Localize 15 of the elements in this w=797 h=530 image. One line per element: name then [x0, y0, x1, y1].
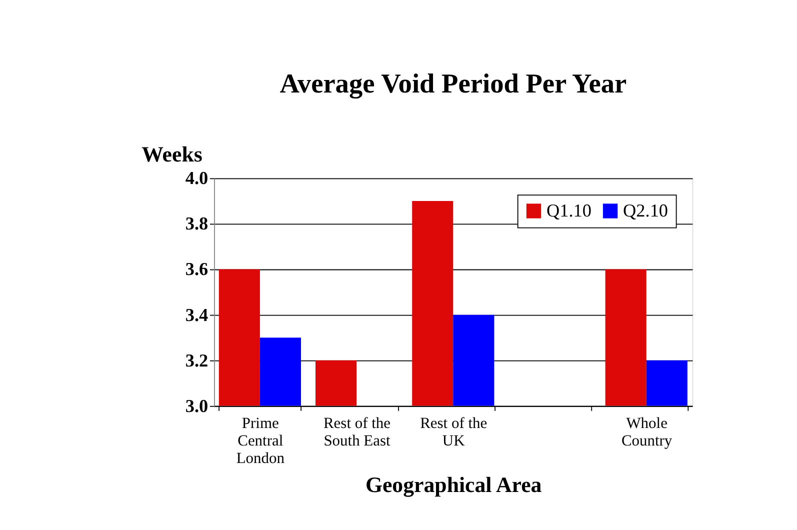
y-tick-label: 4.0 [185, 168, 208, 188]
y-tick-label: 3.8 [185, 214, 208, 234]
legend-label: Q1.10 [546, 200, 592, 220]
x-tick-label: Rest of the South East [323, 415, 391, 450]
legend-label: Q2.10 [623, 200, 668, 220]
y-tick-label: 3.2 [185, 350, 208, 370]
y-axis-title: Weeks [142, 142, 202, 166]
chart-title: Average Void Period Per Year [280, 68, 627, 100]
y-tick-label: 3.0 [185, 396, 208, 416]
x-tick-label: Rest of the UK [420, 415, 488, 450]
y-tick-label: 3.4 [185, 304, 208, 325]
x-tick-label: Whole Country [621, 415, 672, 450]
y-tick-label: 3.6 [185, 259, 208, 280]
x-tick-label: Prime Central London [236, 415, 285, 467]
x-axis-title: Geographical Area [365, 472, 542, 497]
